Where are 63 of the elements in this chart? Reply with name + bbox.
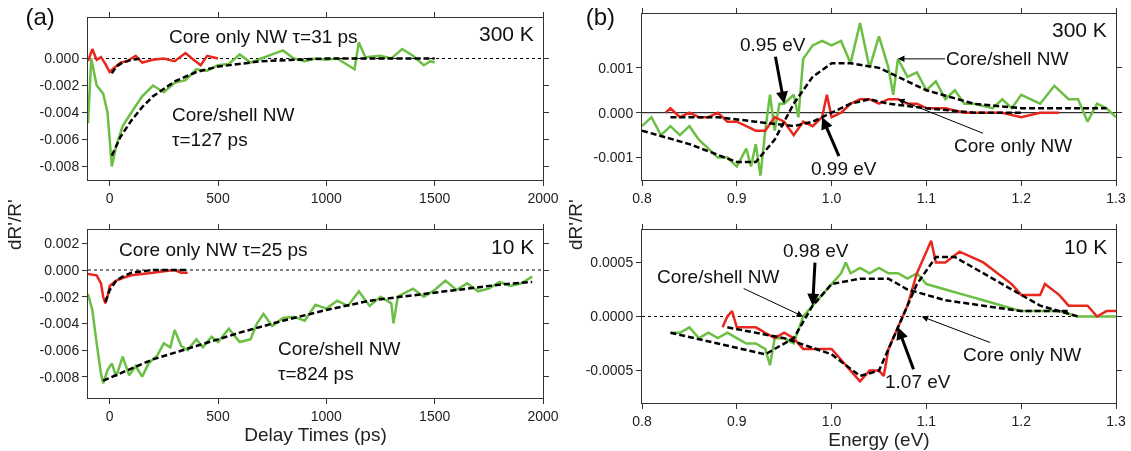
y-tick-label: 0.002 bbox=[44, 235, 80, 252]
x-tick-label: 1.3 bbox=[1106, 189, 1126, 206]
y-tick-label: 0.001 bbox=[598, 59, 634, 76]
x-tick-label: 1.0 bbox=[821, 412, 842, 429]
y-tick-label: -0.0005 bbox=[585, 362, 634, 379]
x-tick-label: 1500 bbox=[419, 189, 451, 206]
x-tick-label: 1.3 bbox=[1106, 412, 1126, 429]
annotation: Core/shell NW bbox=[946, 48, 1069, 69]
chart-title: (a) bbox=[25, 2, 55, 30]
annotation: Core/shell NW τ=127 ps bbox=[172, 104, 295, 150]
y-tick-label: 0.000 bbox=[598, 104, 634, 121]
y-axis-title: dR'/R' bbox=[565, 199, 586, 250]
annotation: Core only NW τ=25 ps bbox=[119, 239, 308, 260]
x-tick-label: 0.8 bbox=[632, 412, 652, 429]
y-tick-label: 0.000 bbox=[44, 50, 80, 67]
annotation: 1.07 eV bbox=[885, 371, 951, 392]
annotation: 0.99 eV bbox=[811, 158, 877, 179]
annotation: 0.98 eV bbox=[783, 240, 849, 261]
x-tick-label: 1000 bbox=[310, 189, 343, 206]
y-tick-label: -0.002 bbox=[39, 288, 80, 305]
y-tick-label: -0.001 bbox=[593, 149, 634, 166]
y-tick-label: -0.006 bbox=[39, 131, 80, 148]
y-tick-label: 0.0005 bbox=[590, 254, 634, 271]
annotation: Core only NW bbox=[954, 135, 1073, 156]
y-tick-label: -0.006 bbox=[39, 341, 80, 358]
x-axis-title: Delay Times (ps) bbox=[244, 423, 387, 445]
x-tick-label: 1000 bbox=[310, 407, 343, 424]
annotation: 0.95 eV bbox=[740, 34, 806, 55]
x-tick-label: 0.9 bbox=[727, 189, 747, 206]
x-tick-label: 1500 bbox=[419, 407, 451, 424]
line-series bbox=[642, 21, 1116, 177]
x-tick-label: 1.0 bbox=[821, 189, 842, 206]
x-tick-label: 1.1 bbox=[916, 412, 937, 429]
y-tick-label: 0.000 bbox=[44, 261, 80, 278]
x-axis-title: Energy (eV) bbox=[828, 428, 930, 450]
x-tick-label: 0.8 bbox=[632, 189, 652, 206]
y-tick-label: -0.002 bbox=[39, 77, 80, 94]
annotation: 300 K bbox=[1052, 18, 1107, 41]
x-tick-label: 500 bbox=[206, 189, 230, 206]
y-tick-label: -0.008 bbox=[39, 368, 80, 385]
x-tick-label: 0.9 bbox=[727, 412, 747, 429]
x-tick-label: 0 bbox=[105, 189, 114, 206]
annotation: 300 K bbox=[479, 22, 534, 45]
x-tick-label: 500 bbox=[206, 407, 230, 424]
y-tick-label: -0.004 bbox=[39, 315, 80, 332]
annotation: Core only NW τ=31 ps bbox=[169, 26, 358, 47]
line-series bbox=[88, 47, 220, 74]
y-tick-label: -0.004 bbox=[39, 104, 80, 121]
x-tick-label: 1.2 bbox=[1011, 189, 1032, 206]
y-tick-label: -0.008 bbox=[39, 158, 80, 175]
annotation: 10 K bbox=[1064, 235, 1108, 258]
chart-title: (b) bbox=[585, 2, 616, 30]
x-tick-label: 2000 bbox=[527, 189, 559, 206]
y-axis-title: dR'/R' bbox=[4, 199, 25, 250]
x-tick-label: 1.2 bbox=[1011, 412, 1032, 429]
x-tick-label: 2000 bbox=[527, 407, 559, 424]
y-tick-label: 0.0000 bbox=[590, 308, 634, 325]
x-tick-label: 1.1 bbox=[916, 189, 937, 206]
annotation: Core/shell NW τ=824 ps bbox=[278, 338, 401, 384]
annotation: Core/shell NW bbox=[657, 266, 780, 287]
annotation: Core only NW bbox=[963, 344, 1082, 365]
x-tick-label: 0 bbox=[105, 407, 114, 424]
annotation: 10 K bbox=[491, 235, 535, 258]
